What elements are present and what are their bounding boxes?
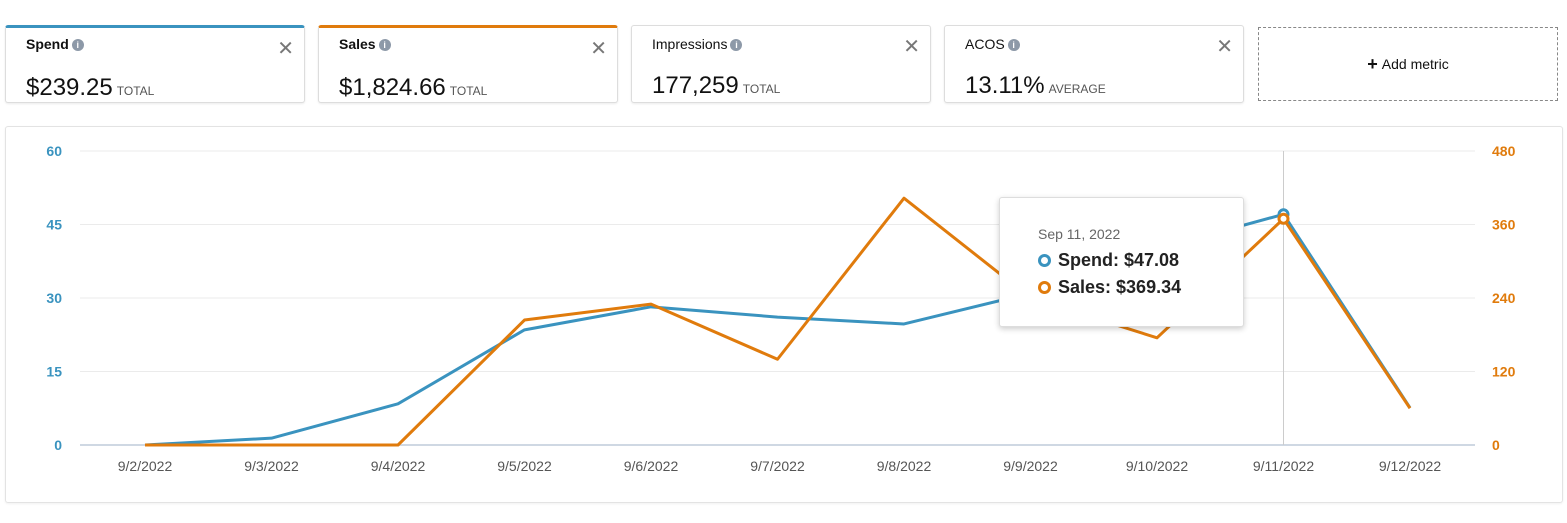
x-tick-label: 9/6/2022 xyxy=(624,458,679,474)
x-tick-label: 9/9/2022 xyxy=(1003,458,1058,474)
metric-name: Spend i xyxy=(26,36,84,52)
y-right-tick: 240 xyxy=(1492,290,1516,306)
y-left-tick: 0 xyxy=(54,437,62,453)
metric-unit: TOTAL xyxy=(742,82,781,96)
x-tick-label: 9/10/2022 xyxy=(1126,458,1188,474)
y-left-tick: 45 xyxy=(46,217,62,233)
metric-card-impressions[interactable]: Impressions i ✕ 177,259 TOTAL xyxy=(631,25,931,103)
x-tick-label: 9/8/2022 xyxy=(877,458,932,474)
x-tick-label: 9/12/2022 xyxy=(1379,458,1441,474)
info-icon[interactable]: i xyxy=(730,39,743,51)
spend-legend-icon xyxy=(1038,254,1051,267)
close-icon[interactable]: ✕ xyxy=(903,36,920,58)
metric-card-sales[interactable]: Sales i ✕ $1,824.66 TOTAL xyxy=(318,25,618,103)
x-tick-label: 9/7/2022 xyxy=(750,458,805,474)
x-tick-label: 9/11/2022 xyxy=(1253,458,1314,474)
info-icon[interactable]: i xyxy=(378,39,391,51)
y-right-tick: 480 xyxy=(1492,143,1516,159)
chart-tooltip: Sep 11, 2022 Spend: $47.08 Sales: $369.3… xyxy=(999,197,1244,327)
metric-card-spend[interactable]: Spend i ✕ $239.25 TOTAL xyxy=(5,25,305,103)
close-icon[interactable]: ✕ xyxy=(1216,36,1233,58)
x-tick-label: 9/4/2022 xyxy=(371,458,426,474)
metric-name: Impressions i xyxy=(652,36,743,52)
metric-unit: TOTAL xyxy=(449,84,488,98)
tooltip-sales: Sales: $369.34 xyxy=(1058,277,1182,297)
y-left-tick: 30 xyxy=(46,290,62,306)
add-metric-button[interactable]: + Add metric xyxy=(1258,27,1558,101)
metric-value: 177,259 TOTAL xyxy=(652,72,781,99)
metric-card-acos[interactable]: ACOS i ✕ 13.11% AVERAGE xyxy=(944,25,1244,103)
sales-legend-icon xyxy=(1038,281,1051,294)
info-icon[interactable]: i xyxy=(71,39,84,51)
tooltip-date: Sep 11, 2022 xyxy=(1038,226,1121,242)
info-icon[interactable]: i xyxy=(1007,39,1020,51)
close-icon[interactable]: ✕ xyxy=(277,38,294,60)
chart-panel xyxy=(5,126,1563,503)
metric-unit: TOTAL xyxy=(116,84,155,98)
y-right-tick: 0 xyxy=(1492,437,1500,453)
y-left-tick: 15 xyxy=(46,364,62,380)
x-tick-label: 9/3/2022 xyxy=(244,458,299,474)
tooltip-spend: Spend: $47.08 xyxy=(1058,250,1180,270)
metric-value: $1,824.66 TOTAL xyxy=(339,74,488,101)
metric-name: Sales i xyxy=(339,36,391,52)
metric-value: $239.25 TOTAL xyxy=(26,74,155,101)
x-tick-label: 9/2/2022 xyxy=(118,458,173,474)
y-right-tick: 360 xyxy=(1492,217,1516,233)
metric-name: ACOS i xyxy=(965,36,1020,52)
metric-unit: AVERAGE xyxy=(1048,82,1106,96)
data-point-sales[interactable] xyxy=(1277,212,1290,225)
y-right-tick: 120 xyxy=(1492,364,1516,380)
close-icon[interactable]: ✕ xyxy=(590,38,607,60)
y-left-tick: 60 xyxy=(46,143,62,159)
x-tick-label: 9/5/2022 xyxy=(497,458,552,474)
plus-icon: + xyxy=(1367,53,1378,74)
metric-value: 13.11% AVERAGE xyxy=(965,72,1106,99)
